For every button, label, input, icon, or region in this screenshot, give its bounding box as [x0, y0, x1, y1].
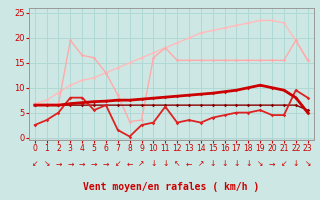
Text: ↙: ↙ [32, 159, 38, 168]
Text: ↘: ↘ [304, 159, 311, 168]
Text: →: → [269, 159, 275, 168]
Text: ↓: ↓ [221, 159, 228, 168]
Text: →: → [67, 159, 74, 168]
Text: ←: ← [126, 159, 133, 168]
Text: ↖: ↖ [174, 159, 180, 168]
Text: ↓: ↓ [162, 159, 168, 168]
Text: ↙: ↙ [281, 159, 287, 168]
Text: ↙: ↙ [115, 159, 121, 168]
Text: →: → [79, 159, 85, 168]
Text: ←: ← [186, 159, 192, 168]
Text: ↓: ↓ [233, 159, 240, 168]
Text: ↗: ↗ [198, 159, 204, 168]
Text: →: → [91, 159, 97, 168]
Text: ↓: ↓ [292, 159, 299, 168]
Text: ↓: ↓ [245, 159, 252, 168]
Text: →: → [55, 159, 62, 168]
Text: Vent moyen/en rafales ( km/h ): Vent moyen/en rafales ( km/h ) [83, 182, 259, 192]
Text: ↘: ↘ [257, 159, 263, 168]
Text: ↓: ↓ [210, 159, 216, 168]
Text: →: → [103, 159, 109, 168]
Text: ↗: ↗ [138, 159, 145, 168]
Text: ↘: ↘ [44, 159, 50, 168]
Text: ↓: ↓ [150, 159, 156, 168]
